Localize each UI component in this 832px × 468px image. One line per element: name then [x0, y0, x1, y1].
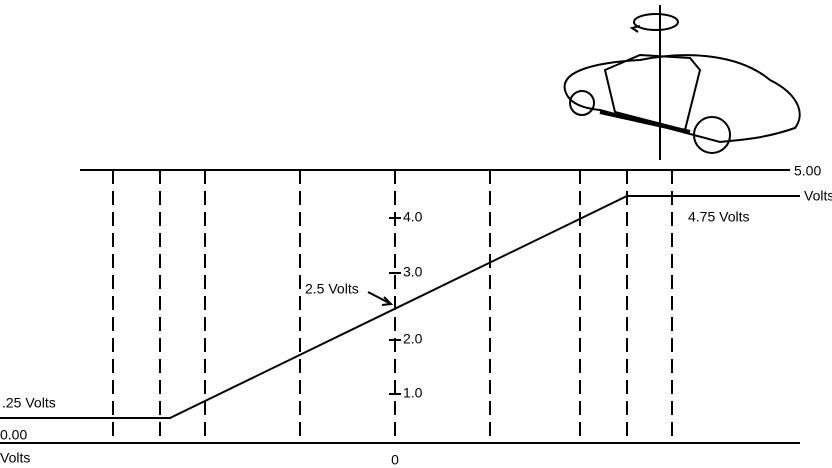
annotation-high: 4.75 Volts	[688, 209, 750, 225]
signal-line	[0, 196, 800, 418]
top-unit: Volts	[804, 188, 832, 204]
car-icon	[565, 5, 800, 160]
bottom-unit: Volts	[0, 450, 30, 466]
scale-label: 1.0	[403, 385, 423, 401]
annotation-arrow	[368, 292, 391, 305]
bottom-value: 0.00	[0, 427, 27, 443]
annotation-low: .25 Volts	[2, 395, 56, 411]
scale-label: 3.0	[403, 264, 423, 280]
center-label: 0	[391, 452, 399, 468]
diagram: 4.0 3.0 2.0 1.0 5.00 Volts 0.00 Volts 0 …	[0, 0, 832, 468]
annotation-mid: 2.5 Volts	[305, 281, 359, 297]
scale-label: 2.0	[403, 331, 423, 347]
scale-label: 4.0	[403, 209, 423, 225]
top-value: 5.00	[794, 163, 821, 179]
dashed-guides	[113, 170, 672, 443]
